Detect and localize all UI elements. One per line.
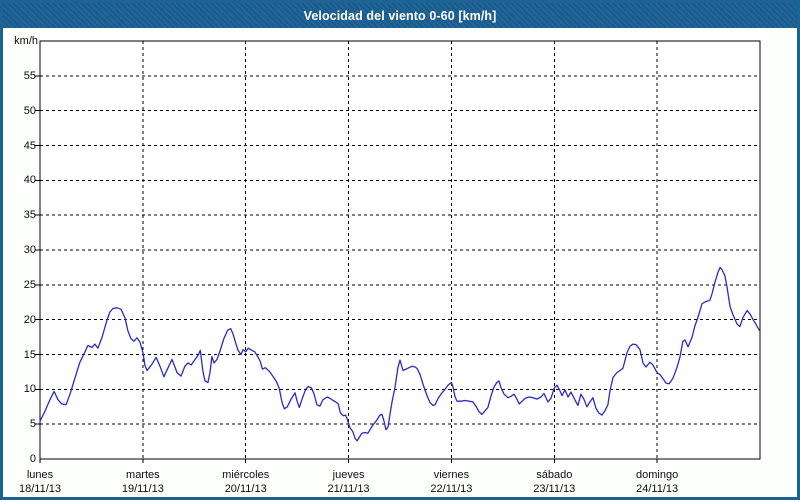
chart-title: Velocidad del viento 0-60 [km/h] [303, 8, 497, 23]
x-tick-label: miércoles 20/11/13 [222, 469, 270, 495]
x-tick-label: jueves 21/11/13 [327, 469, 370, 495]
x-tick-label: viernes 22/11/13 [430, 469, 473, 495]
y-tick-label: 50 [23, 104, 36, 117]
y-tick-label: 0 [29, 453, 36, 465]
y-tick-label: 55 [23, 69, 36, 82]
y-tick-label: 40 [23, 174, 36, 187]
x-tick-label: sábado 23/11/13 [533, 469, 576, 495]
y-tick-label: 20 [23, 313, 36, 326]
y-tick-label: 10 [23, 383, 36, 396]
y-tick-label: 35 [23, 209, 36, 222]
y-tick-label: 5 [29, 418, 36, 431]
plot-region: km/h 0 5 10 15 20 25 30 35 40 45 50 55 lunes 18/11/… [3, 3, 797, 497]
wind-speed-line [39, 266, 760, 442]
x-tick-label: martes 19/11/13 [121, 469, 164, 495]
wind-speed-plot [35, 40, 761, 463]
chart-title-bar: Velocidad del viento 0-60 [km/h] [3, 3, 797, 28]
x-tick-label: lunes 18/11/13 [18, 469, 61, 495]
x-tick-label: domingo 24/11/13 [636, 469, 679, 495]
y-tick-label: 30 [23, 244, 36, 256]
y-axis-unit-label: km/h [14, 35, 38, 47]
y-tick-label: 25 [23, 278, 36, 291]
y-tick-label: 15 [23, 348, 36, 361]
y-tick-label: 45 [23, 139, 36, 152]
